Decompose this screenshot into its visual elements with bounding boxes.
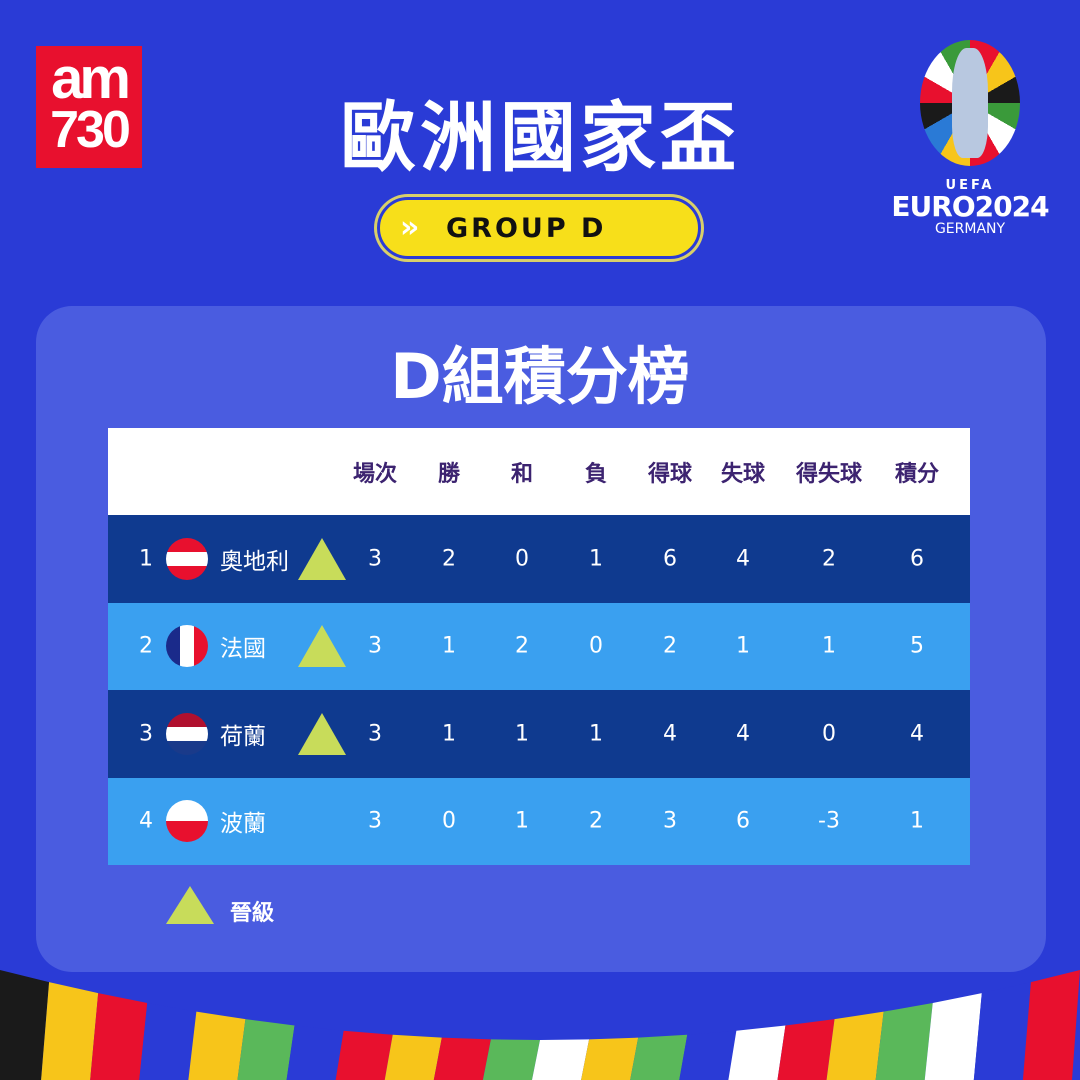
group-pill: » GROUP D [377, 197, 701, 259]
table-row: 3 荷蘭 3 1 1 1 4 4 0 4 [108, 690, 970, 778]
bunting-flag [335, 1030, 393, 1080]
group-label: GROUP D [446, 213, 607, 244]
stat-cell: 1 [442, 721, 456, 747]
stat-cell: 3 [368, 633, 382, 659]
stat-cell: 1 [515, 808, 529, 834]
bunting-flag [973, 982, 1031, 1080]
bunting-flag [728, 1025, 786, 1080]
stat-cell: 1 [589, 546, 603, 572]
stat-cell: 6 [910, 546, 924, 572]
euro-text: EURO2024 [891, 190, 1049, 223]
bunting-flag [0, 970, 50, 1080]
bunting-flag [188, 1011, 246, 1080]
rank: 2 [139, 633, 153, 659]
panel-title: D組積分榜 [390, 340, 690, 413]
flag-icon [166, 537, 208, 580]
bunting-flag [433, 1037, 491, 1080]
qualified-triangle-icon [298, 712, 346, 755]
column-header: 場次 [352, 461, 398, 487]
bunting-flag [237, 1019, 295, 1080]
table-row: 4 波蘭 3 0 1 2 3 6 -3 1 [108, 777, 970, 865]
bunting-flag [90, 993, 148, 1080]
stat-cell: 1 [822, 633, 836, 659]
bunting-flag [384, 1034, 442, 1080]
column-header: 失球 [720, 461, 766, 487]
qualified-triangle-icon [298, 625, 346, 668]
flag-icon [166, 625, 208, 668]
stat-cell: 1 [515, 721, 529, 747]
bunting-flag [679, 1030, 737, 1080]
bunting-flag [777, 1019, 835, 1080]
column-header: 積分 [894, 461, 940, 487]
euro2024-logo: UEFA EURO2024 GERMANY [890, 40, 1050, 237]
rank: 1 [139, 546, 153, 572]
team-name: 荷蘭 [220, 723, 266, 750]
bunting-flag [532, 1039, 590, 1080]
stat-cell: 2 [515, 633, 529, 659]
table-header: 場次 勝 和 負 得球 失球 得失球 積分 [108, 428, 970, 515]
bunting-flag [924, 993, 982, 1080]
flag-bunting-decoration [0, 970, 1080, 1080]
flag-icon [166, 800, 208, 843]
column-header: 負 [584, 461, 608, 487]
standings-table: 場次 勝 和 負 得球 失球 得失球 積分 1 奧地利 3 2 0 1 6 4 2 6 2 法國 3 1 2 0 2 1 1 5 3 荷… [108, 428, 970, 865]
stat-cell: 3 [368, 808, 382, 834]
double-chevron-right-icon: » [400, 210, 420, 245]
bunting-flag [139, 1002, 197, 1080]
uefa-text: UEFA [945, 178, 995, 193]
stat-cell: 2 [822, 546, 836, 572]
stat-cell: 1 [910, 808, 924, 834]
logo-text-730: 730 [50, 101, 131, 159]
team-name: 法國 [220, 636, 266, 663]
column-header: 得失球 [795, 461, 863, 487]
stat-cell: 1 [589, 721, 603, 747]
rank: 3 [139, 721, 153, 747]
rank: 4 [139, 808, 153, 834]
table-row: 1 奧地利 3 2 0 1 6 4 2 6 [108, 515, 970, 603]
stat-cell: 6 [736, 808, 750, 834]
stat-cell: 0 [442, 808, 456, 834]
logo-text-am: am [51, 46, 131, 111]
bunting-flag [482, 1039, 540, 1080]
bunting-flag [41, 982, 99, 1080]
qualified-triangle-icon [298, 537, 346, 580]
triangle-up-icon [166, 886, 214, 924]
stat-cell: 4 [736, 721, 750, 747]
flag-icon [166, 712, 208, 755]
page-title: 歐洲國家盃 [340, 93, 740, 182]
stat-cell: 6 [663, 546, 677, 572]
country-text: GERMANY [934, 221, 1006, 237]
stat-cell: 3 [368, 546, 382, 572]
stat-cell: 3 [368, 721, 382, 747]
bunting-flag [875, 1002, 933, 1080]
trophy-icon [920, 40, 1020, 166]
column-header: 和 [510, 461, 534, 487]
bunting-flag [826, 1011, 884, 1080]
stat-cell: 5 [910, 633, 924, 659]
stat-cell: 4 [910, 721, 924, 747]
legend-label: 晉級 [230, 901, 275, 926]
stat-cell: 2 [589, 808, 603, 834]
stat-cell: 0 [515, 546, 529, 572]
stat-cell: 1 [736, 633, 750, 659]
stat-cell: 4 [736, 546, 750, 572]
stat-cell: 4 [663, 721, 677, 747]
column-header: 勝 [437, 461, 461, 487]
bunting-flag [581, 1037, 639, 1080]
am730-logo: am 730 [36, 46, 142, 168]
stat-cell: -3 [818, 808, 840, 834]
stat-cell: 2 [442, 546, 456, 572]
team-name: 奧地利 [220, 548, 289, 575]
bunting-flag [286, 1025, 344, 1080]
stat-cell: 0 [822, 721, 836, 747]
bunting-flag [630, 1034, 688, 1080]
stat-cell: 2 [663, 633, 677, 659]
stat-cell: 1 [442, 633, 456, 659]
bunting-flag [1022, 970, 1080, 1080]
stat-cell: 3 [663, 808, 677, 834]
stat-cell: 0 [589, 633, 603, 659]
table-row: 2 法國 3 1 2 0 2 1 1 5 [108, 602, 970, 690]
column-header: 得球 [647, 461, 693, 487]
team-name: 波蘭 [220, 811, 266, 838]
